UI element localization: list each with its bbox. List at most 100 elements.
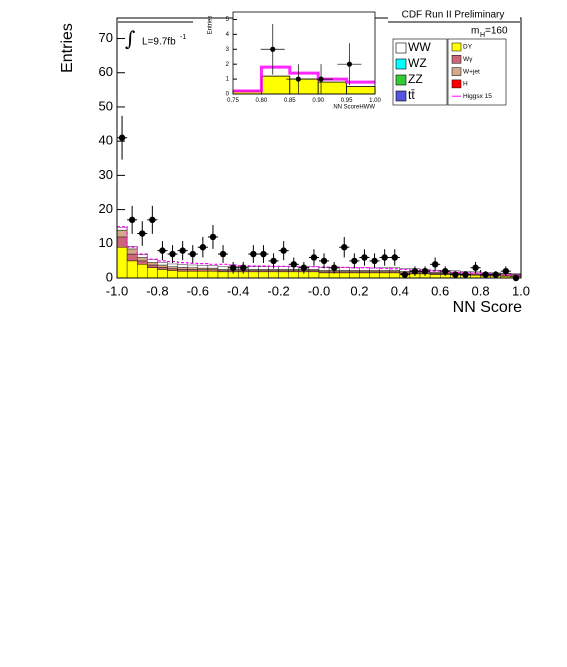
hist-bar [339,267,350,271]
legend-swatch [451,79,462,89]
data-point [300,264,308,271]
hist-bar [197,267,209,270]
data-point [250,250,257,258]
y-tick-label: 0 [106,269,113,284]
data-point [330,264,338,271]
data-point [179,247,186,254]
hist-bar [157,269,168,279]
x-tick-label: 0.6 [431,284,449,299]
inset-x-label: NN ScoreHWW [333,105,375,111]
hist-bar [187,270,198,279]
y-tick-label: 60 [99,64,113,79]
hist-bar [349,272,360,279]
higgs-line [117,226,521,276]
y-tick-label: 50 [99,98,113,113]
x-tick-label: -0.6 [187,284,209,299]
hist-bar [318,272,330,279]
lumi-integral: ∫ [125,27,135,51]
data-point [482,271,489,278]
y-tick-label: 2 [226,62,230,68]
x-tick-label: 0.85 [284,98,296,104]
hist-bar [207,265,219,269]
data-point [270,257,277,265]
hist-bar [177,267,188,270]
hist-bar [369,272,380,279]
data-point [391,254,398,261]
hist-bar [147,264,158,268]
legend-label: tt̄ [408,88,415,102]
hist-bar [308,269,320,272]
hist-bar [268,269,279,272]
hist-bar [207,269,219,272]
hist-bar [177,269,188,272]
data-point [169,250,176,258]
legend-label: Wγ [463,56,473,63]
hist-bar [369,270,380,273]
mass-sub: H [480,32,485,39]
title-box [388,8,520,23]
hist-bar [248,269,259,272]
legend-label: Higgsx 15 [463,93,492,100]
hist-bar [217,266,229,270]
x-tick-label: 1.0 [512,284,530,299]
inset-point [270,46,276,52]
hist-bar [268,271,279,279]
inset-point [295,76,301,82]
x-tick-label: 0.4 [391,284,409,299]
hist-bar [359,270,370,273]
legend-swatch [395,74,407,86]
y-tick-label: 20 [99,201,113,216]
hist-bar [217,269,229,272]
hist-bar [207,267,219,270]
hist-bar [197,269,209,272]
hist-bar [278,266,289,270]
y-tick-label: 3 [226,47,230,53]
data-point [351,257,358,265]
hist-bar [217,271,229,279]
hist-bar [167,268,178,271]
hist-bar [349,270,360,273]
hist-bar [187,264,198,268]
inset-bar [260,75,291,95]
legend-label: DY [463,44,473,51]
hist-bar [258,271,269,279]
legend-swatch [395,58,407,70]
y-tick-label: 1 [226,77,230,83]
hist-bar [389,270,401,273]
inset-point [346,61,353,67]
mass-val: =160 [485,26,508,37]
hist-bar [339,272,350,279]
data-point [472,264,479,271]
hist-bar [147,262,158,266]
hist-bar [207,270,219,279]
hist-bar [157,267,168,270]
data-point [320,257,328,265]
hist-bar [116,227,128,231]
hist-bar [167,270,178,279]
legend-label: WW [408,40,431,54]
hist-bar [258,266,269,270]
data-point [128,216,136,224]
hist-bar [429,271,441,274]
x-tick-label: -0.8 [146,284,168,299]
hist-bar [187,267,198,270]
hist-bar [126,253,138,262]
hist-bar [258,269,269,272]
hist-bar [126,248,138,255]
inset-bar [317,81,348,95]
y-axis-label: Entries [59,23,76,73]
hist-bar [359,272,370,279]
data-point [209,233,217,241]
y-tick-label: 70 [99,30,113,45]
data-point [219,250,227,258]
data-point [139,230,146,237]
hist-bar [136,257,148,262]
data-point [240,264,247,271]
legend-swatch [451,42,462,52]
data-point [401,271,409,278]
data-point [361,254,368,261]
lumi: L=9.7fb [142,37,176,48]
x-tick-label: 1.00 [369,98,381,104]
data-point [118,134,126,141]
